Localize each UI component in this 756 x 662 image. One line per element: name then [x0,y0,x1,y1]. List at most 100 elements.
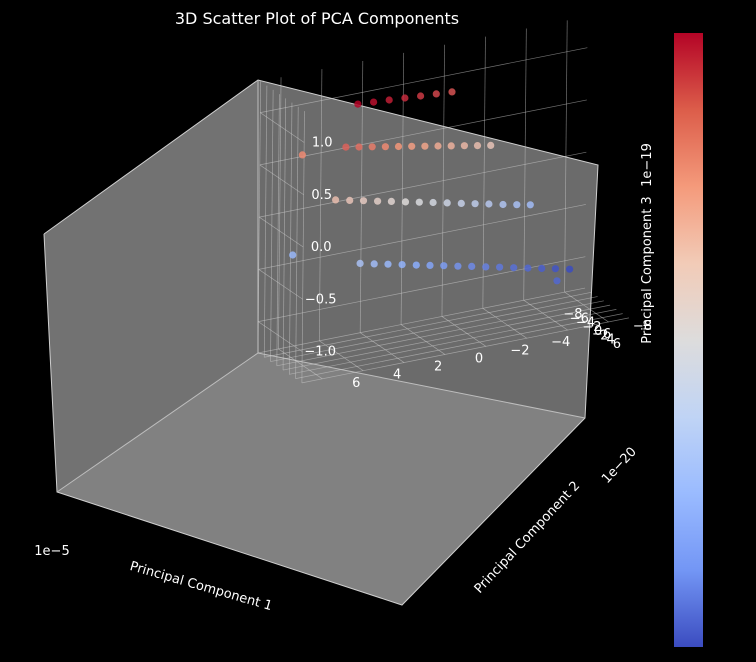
scatter-point [412,261,420,269]
scatter-point [408,142,416,150]
grid-line-x-floor [283,304,611,371]
y-tick-label: 4 [393,368,401,383]
scatter-point [482,263,490,271]
colorbar [674,33,703,647]
z-tick-label: 0.5 [311,188,332,203]
x-tick-label: −8 [563,307,582,322]
scatter-point [401,94,409,102]
grid-line-z-back [258,321,303,352]
grid-line-y-floor [360,332,405,363]
scatter-point [496,263,504,271]
y-tick-label: 0 [475,351,483,366]
scatter-point [374,197,382,205]
scatter-point [398,261,406,269]
chart-title: 3D Scatter Plot of PCA Components [175,9,459,28]
scatter-point [421,142,429,150]
scatter-point [289,251,297,259]
scatter-point [332,196,340,204]
y-tick-label: −6 [592,327,611,342]
scatter-point [538,264,546,272]
scatter-point [487,141,495,149]
x-offset-text: 1e−5 [34,544,69,559]
scatter-point [384,260,392,268]
scatter-point [510,264,518,272]
grid-line-x-floor [301,317,629,384]
grid-line-x-floor [270,296,598,362]
scatter-point [298,151,306,159]
scatter-point [471,200,479,208]
scatter-point [359,197,368,205]
x-tick-label: 4 [607,333,615,348]
scatter-point [499,200,507,209]
grid-line-y-floor [278,348,323,380]
grid-line-x-floor [257,287,586,354]
scatter-point [566,265,574,273]
scatter-point [513,201,521,209]
scatter-point [434,142,442,150]
scatter-point [553,277,561,285]
grid-lines [257,20,629,384]
pane-edge-floor-back-right [257,352,586,419]
scatter-point [443,199,451,207]
scatter-point [415,198,423,206]
y-tick-label: −4 [551,335,570,350]
grid-line-z-left [259,99,587,166]
grid-line-z-back [260,112,305,143]
scatter-point [448,88,456,96]
scatter-point [473,142,482,150]
scatter-point [454,262,462,270]
data-points [289,88,574,285]
scatter-point [346,196,354,204]
z-tick-label: −1.0 [304,345,336,360]
floor-pane [57,353,585,605]
grid-line-z-left [260,47,588,113]
z-tick-label: 0.0 [311,240,332,255]
x-tick-label: −2 [582,320,601,335]
z-tick-label: 1.0 [312,136,333,151]
scatter-point [551,265,560,273]
scatter-point [354,100,362,108]
scatter-point [460,142,468,150]
x-axis-label: Principal Component 1 [128,559,274,614]
scatter-point [524,264,532,272]
scatter-point [417,92,425,100]
y-tick-label: 2 [434,360,442,375]
grid-line-y-floor [441,316,487,347]
z-axis-label: Principal Component 3 [640,196,655,343]
scatter-point [355,143,363,151]
grid-line-x-floor [264,291,592,358]
pane-edge-floor-back-left [56,352,259,493]
z-offset-text: 1e−19 [640,143,655,187]
scatter-point [368,143,376,151]
scatter-point [447,142,455,150]
back-pane-left [44,80,258,492]
grid-line-y-floor [482,308,527,339]
grid-line-z-back [259,164,304,196]
y-offset-text: 1e−20 [599,445,640,487]
back-pane-right [258,80,598,418]
scatter-point [457,199,465,207]
axis-ticks: −8−6−4−20246−8−6−4−20246−1.0−0.50.00.51.… [304,136,652,391]
scatter-point [401,198,410,206]
grid-line-z-left [259,151,587,218]
grid-line-y-floor [319,340,364,371]
grid-line-z-back [258,269,303,300]
y-tick-label: −2 [510,343,529,358]
scatter-point [485,200,493,208]
grid-line-z-back [259,216,304,248]
grid-line-x-floor [276,300,604,367]
scatter-point [394,142,403,151]
scatter-point [526,201,534,209]
x-tick-label: −4 [576,316,595,331]
scatter-point [387,197,395,205]
grid-line-z-left [258,204,586,270]
z-tick-label: −0.5 [305,292,337,307]
scatter-point [342,143,350,151]
y-tick-label: 6 [352,376,360,391]
scatter-point [370,260,378,268]
x-tick-label: 0 [594,324,602,339]
grid-line-y-floor [523,299,568,331]
x-tick-label: 2 [600,328,608,343]
